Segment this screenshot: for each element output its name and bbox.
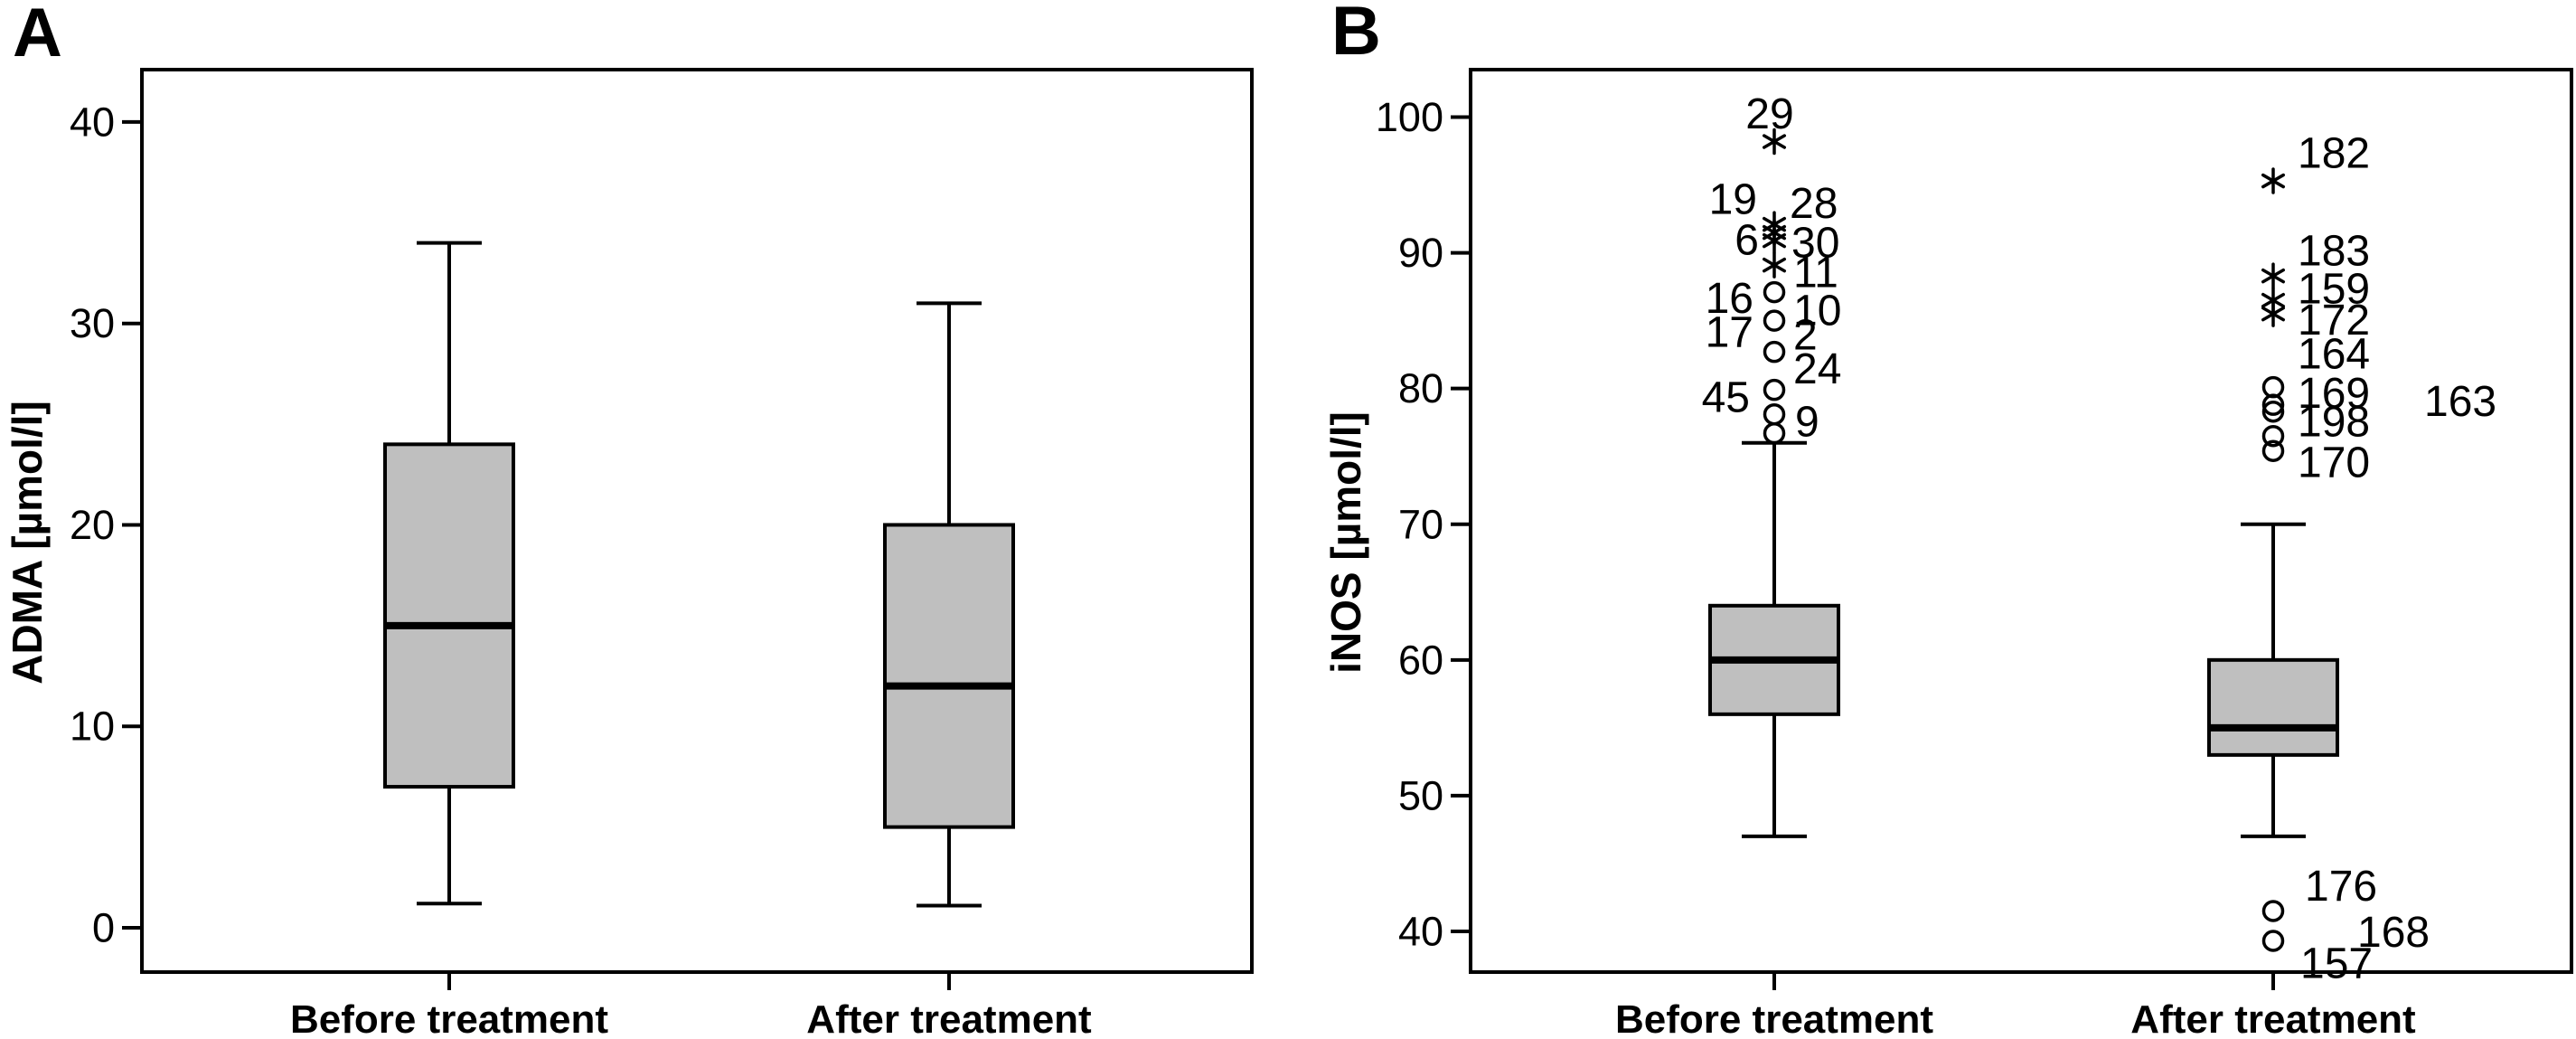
outlier-circle (1763, 340, 1786, 364)
outlier-case-label: 157 (2300, 940, 2373, 987)
iqr-box (883, 523, 1015, 829)
outlier-case-label: 11 (1793, 250, 1838, 298)
y-tick-label: 70 (1398, 501, 1443, 547)
outlier-case-label: 17 (1706, 309, 1753, 357)
panel-a: Before treatment After treatment 0 10 20 30 40… (4, 0, 1254, 1039)
asterisk-stroke (1762, 232, 1787, 249)
outlier-case-label: 30 (1791, 220, 1839, 268)
outlier-case-label: 10 (1793, 288, 1841, 335)
outlier-asterisk (1762, 128, 1787, 156)
y-tick-label: 40 (1398, 908, 1443, 954)
y-tick-label: 10 (70, 704, 115, 750)
y-tick-label: 40 (70, 99, 115, 145)
y-axis-title-b: iNOS [µmol/l] (1322, 411, 1369, 674)
outlier-circle (2261, 439, 2285, 462)
outlier-circle (2261, 393, 2285, 416)
iqr-box (383, 442, 515, 789)
outlier-case-label: 2 (1793, 312, 1818, 360)
outlier-case-label: 16 (1706, 275, 1753, 323)
outlier-circle (1763, 402, 1786, 426)
asterisk-stroke (2261, 268, 2286, 284)
asterisk-stroke (2261, 292, 2286, 308)
outlier-asterisk (2261, 167, 2286, 194)
outlier-asterisk (2261, 262, 2286, 289)
outlier-case-label: 45 (1702, 374, 1750, 422)
outlier-case-label: 159 (2298, 266, 2370, 314)
outlier-asterisk (1762, 227, 1787, 254)
outlier-case-label: 198 (2298, 399, 2370, 447)
y-tick-label: 0 (92, 904, 115, 950)
outlier-circle (1763, 421, 1786, 445)
outlier-circle (2261, 424, 2285, 448)
outlier-case-label: 182 (2298, 130, 2370, 178)
outlier-case-label: 169 (2298, 370, 2370, 418)
y-tick-label: 50 (1398, 772, 1443, 818)
outlier-circle (1763, 378, 1786, 401)
outlier-case-label: 170 (2298, 439, 2370, 487)
outlier-case-label: 19 (1709, 176, 1757, 224)
panel-letter-a: A (13, 0, 62, 71)
asterisk-stroke (2261, 173, 2286, 189)
asterisk-stroke (2261, 306, 2286, 322)
plot-frame (1469, 68, 2573, 974)
outlier-case-label: 163 (2424, 378, 2496, 426)
iqr-box (2207, 657, 2339, 757)
outlier-case-label: 168 (2357, 909, 2430, 957)
asterisk-stroke (1762, 257, 1787, 273)
y-tick-label: 100 (1376, 94, 1443, 140)
category-label-after-treatment: After treatment (806, 997, 1092, 1039)
category-label-before-treatment: Before treatment (1615, 997, 1933, 1039)
outlier-case-label: 164 (2298, 331, 2370, 379)
asterisk-stroke (1762, 134, 1787, 149)
box-group-after-treatment: After treatment (806, 301, 1092, 1039)
outlier-case-label: 28 (1790, 180, 1838, 228)
outlier-asterisk (2261, 300, 2286, 327)
outlier-case-label: 6 (1735, 217, 1759, 265)
y-tick-label: 30 (70, 300, 115, 346)
outlier-case-label: 176 (2305, 863, 2377, 911)
outlier-case-label: 183 (2298, 228, 2370, 276)
y-tick-label: 20 (70, 502, 115, 548)
category-label-before-treatment: Before treatment (290, 997, 608, 1039)
outlier-circle (1763, 309, 1786, 332)
outlier-circle (2261, 900, 2285, 922)
outlier-case-label: 29 (1745, 90, 1793, 138)
y-axis-title-a: ADMA [µmol/l] (4, 401, 51, 685)
box-group-before-treatment: Before treatment (290, 241, 608, 1039)
category-label-after-treatment: After treatment (2130, 997, 2416, 1039)
plot-frame (140, 68, 1254, 974)
outlier-case-label: 9 (1795, 399, 1819, 447)
outlier-circle (2261, 400, 2285, 423)
outlier-case-label: 172 (2298, 297, 2370, 345)
panel-letter-b: B (1331, 0, 1381, 70)
outlier-circle (1763, 280, 1786, 304)
y-tick-label: 90 (1398, 230, 1443, 276)
y-tick-label: 60 (1398, 637, 1443, 683)
outlier-circle (2261, 930, 2285, 952)
outlier-case-label: 24 (1793, 345, 1841, 393)
outlier-asterisk (1762, 251, 1787, 279)
y-tick-label: 80 (1398, 365, 1443, 411)
